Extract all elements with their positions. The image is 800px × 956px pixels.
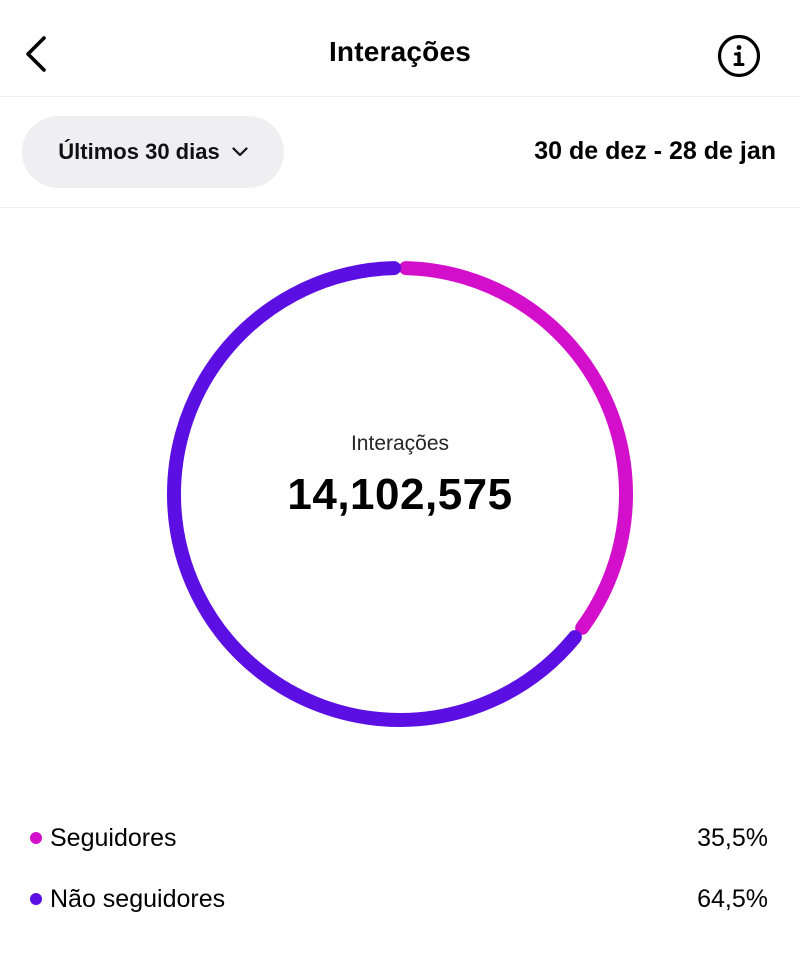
date-range-dropdown-label: Últimos 30 dias (58, 139, 220, 164)
page-title: Interações (328, 36, 472, 67)
chevron-down-icon (232, 147, 248, 157)
legend-percent: 64,5% (697, 885, 768, 913)
date-range-text: 30 de dez - 28 de jan (534, 137, 776, 165)
legend-item-non-followers: Não seguidores 64,5% (0, 879, 800, 919)
info-button[interactable] (716, 33, 762, 79)
date-range-dropdown[interactable]: Últimos 30 dias (22, 116, 284, 188)
donut-segment-non-followers (167, 261, 582, 727)
chart-center-label: Interações (350, 432, 450, 455)
legend-dot-followers (30, 832, 42, 844)
back-button[interactable] (18, 32, 58, 76)
legend-label: Não seguidores (50, 885, 226, 913)
info-icon (717, 34, 761, 78)
legend-dot-non-followers (30, 893, 42, 905)
donut-segment-followers (398, 261, 633, 635)
filter-bar: Últimos 30 dias 30 de dez - 28 de jan (0, 97, 800, 208)
chart-center-total: 14,102,575 (287, 470, 513, 519)
legend-item-followers: Seguidores 35,5% (0, 818, 800, 858)
legend-percent: 35,5% (697, 824, 768, 852)
interactions-donut-chart (150, 244, 650, 744)
chevron-left-icon (26, 36, 46, 72)
legend-label: Seguidores (50, 824, 177, 852)
header-bar: Interações (0, 0, 800, 97)
